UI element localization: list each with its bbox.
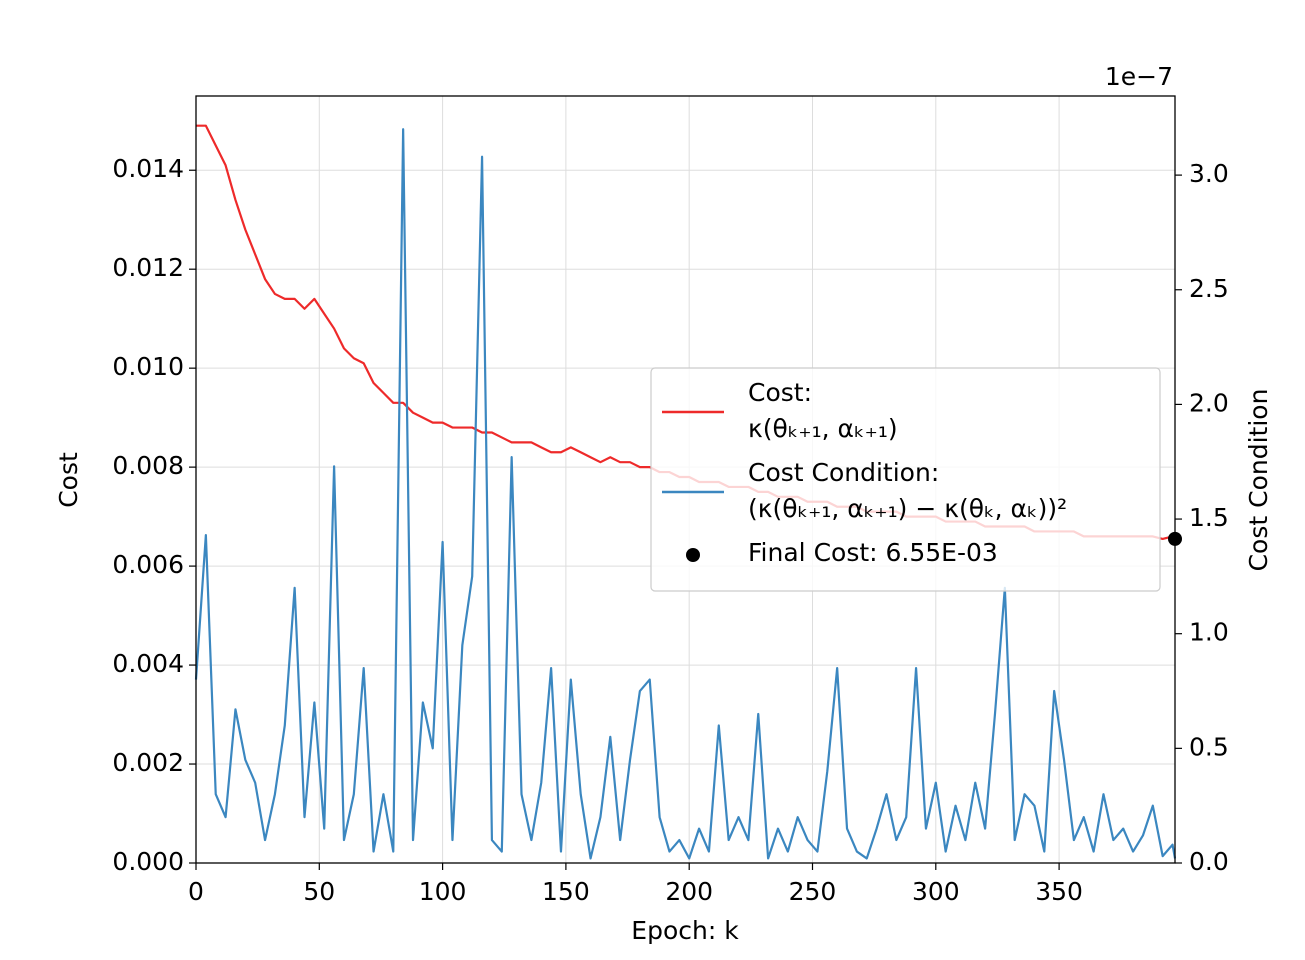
x-tick-label: 50 bbox=[303, 877, 335, 906]
y2-axis-label: Cost Condition bbox=[1244, 389, 1273, 572]
y-tick-label: 0.004 bbox=[112, 649, 184, 678]
y-tick-label: 0.006 bbox=[112, 550, 184, 579]
data-line bbox=[194, 128, 1177, 860]
x-tick-label: 200 bbox=[665, 877, 713, 906]
y2-tick-label: 0.0 bbox=[1189, 847, 1229, 876]
y-tick-label: 0.002 bbox=[112, 748, 184, 777]
x-tick-label: 350 bbox=[1035, 877, 1083, 906]
legend-box bbox=[650, 367, 1161, 592]
legend-marker bbox=[686, 548, 700, 562]
legend: Cost: κ(θₖ₊₁, αₖ₊₁) Cost Condition: (κ(θₖ₊₁… bbox=[650, 367, 1161, 592]
legend-label: Cost: κ(θₖ₊₁, αₖ₊₁) bbox=[748, 378, 898, 443]
x-axis-label: Epoch: k bbox=[631, 916, 739, 945]
y2-tick-label: 3.0 bbox=[1189, 159, 1229, 188]
x-tick-label: 0 bbox=[188, 877, 204, 906]
legend-label: Cost Condition: (κ(θₖ₊₁, αₖ₊₁) − κ(θₖ, αₖ… bbox=[748, 458, 1067, 523]
y2-offset-label: 1e−7 bbox=[1105, 62, 1173, 91]
y-tick-label: 0.012 bbox=[112, 253, 184, 282]
y-axis-label: Cost bbox=[54, 452, 83, 508]
y-tick-label: 0.000 bbox=[112, 847, 184, 876]
x-tick-label: 100 bbox=[419, 877, 467, 906]
y2-tick-label: 2.0 bbox=[1189, 388, 1229, 417]
y-tick-label: 0.014 bbox=[112, 154, 184, 183]
y2-tick-label: 1.0 bbox=[1189, 618, 1229, 647]
plot-frame bbox=[195, 95, 1176, 864]
x-tick-label: 250 bbox=[789, 877, 837, 906]
y2-tick-label: 0.5 bbox=[1189, 732, 1229, 761]
legend-label: Final Cost: 6.55E-03 bbox=[748, 538, 998, 567]
y-tick-label: 0.010 bbox=[112, 352, 184, 381]
x-tick-label: 300 bbox=[912, 877, 960, 906]
x-tick-label: 150 bbox=[542, 877, 590, 906]
y-tick-label: 0.008 bbox=[112, 451, 184, 480]
y2-tick-label: 1.5 bbox=[1189, 503, 1229, 532]
y2-tick-label: 2.5 bbox=[1189, 274, 1229, 303]
